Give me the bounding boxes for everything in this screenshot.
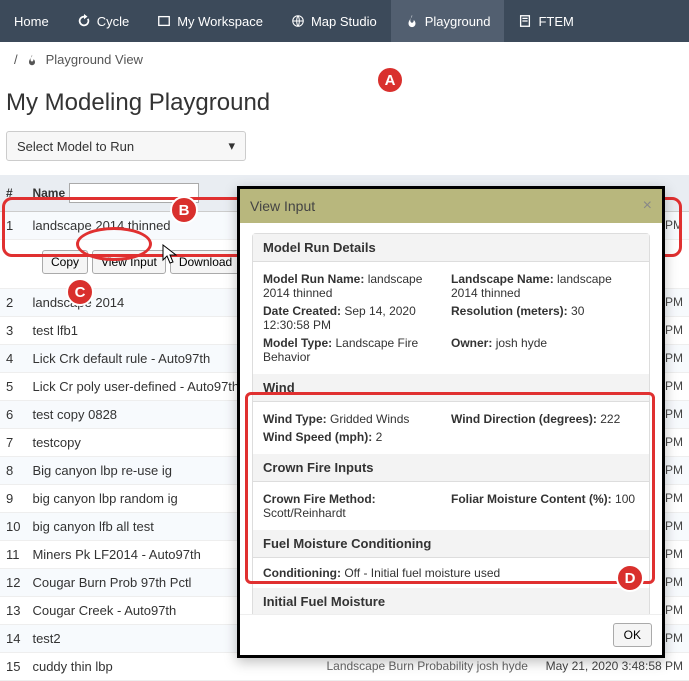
val: josh hyde [496, 336, 547, 350]
panel-details: Model Run Details Model Run Name: landsc… [252, 233, 650, 614]
modal-body: Model Run Details Model Run Name: landsc… [240, 223, 662, 614]
lbl: Wind Direction (degrees): [451, 412, 597, 426]
panel-conditioning-heading: Fuel Moisture Conditioning [253, 530, 649, 558]
globe-icon [291, 14, 305, 28]
row-time: PM [665, 323, 683, 337]
close-icon[interactable]: × [643, 197, 652, 215]
val: 2 [376, 430, 383, 444]
view-input-button[interactable]: View Input [92, 250, 166, 274]
lbl: Wind Type: [263, 412, 327, 426]
copy-button[interactable]: Copy [42, 250, 88, 274]
nav-label: Home [14, 14, 49, 29]
row-time: PM [665, 603, 683, 617]
row-num: 7 [0, 429, 26, 457]
lbl: Owner: [451, 336, 492, 350]
workspace-icon [157, 14, 171, 28]
val: 222 [600, 412, 620, 426]
lbl: Landscape Name: [451, 272, 554, 286]
lbl: Model Run Name: [263, 272, 364, 286]
modal-header: View Input × [240, 189, 662, 223]
modal-footer: OK [240, 614, 662, 655]
row-num: 10 [0, 513, 26, 541]
lbl: Resolution (meters): [451, 304, 568, 318]
panel-crown-heading: Crown Fire Inputs [253, 454, 649, 482]
val: Off - Initial fuel moisture used [344, 566, 500, 580]
val: 30 [571, 304, 584, 318]
nav-workspace[interactable]: My Workspace [143, 0, 277, 42]
lbl: Model Type: [263, 336, 332, 350]
nav-home[interactable]: Home [0, 0, 63, 42]
nav-label: FTEM [538, 14, 573, 29]
row-num: 13 [0, 597, 26, 625]
row-time: PM [665, 491, 683, 505]
lbl: Crown Fire Method: [263, 492, 376, 506]
row-num: 5 [0, 373, 26, 401]
row-time: PM [665, 631, 683, 645]
flame-icon [405, 14, 419, 28]
cycle-icon [77, 14, 91, 28]
flame-icon [26, 54, 38, 66]
row-time: PM [665, 379, 683, 393]
modal-title: View Input [250, 198, 315, 214]
lbl: Date Created: [263, 304, 341, 318]
row-num: 14 [0, 625, 26, 653]
ok-button[interactable]: OK [613, 623, 652, 647]
nav-cycle[interactable]: Cycle [63, 0, 144, 42]
download-button[interactable]: Download [170, 250, 241, 274]
row-time: PM [665, 351, 683, 365]
nav-ftem[interactable]: FTEM [504, 0, 587, 42]
col-num: # [0, 175, 26, 212]
lbl: Foliar Moisture Content (%): [451, 492, 612, 506]
row-num: 2 [0, 289, 26, 317]
lbl: Wind Speed (mph): [263, 430, 372, 444]
row-num: 1 [0, 212, 26, 240]
breadcrumb-sep: / [14, 52, 18, 67]
row-time: PM [665, 519, 683, 533]
val: Scott/Reinhardt [263, 506, 346, 520]
page-title: My Modeling Playground [0, 77, 689, 131]
panel-details-heading: Model Run Details [253, 234, 649, 262]
callout-d: D [616, 564, 644, 592]
lbl: Conditioning: [263, 566, 341, 580]
nav-label: Playground [425, 14, 491, 29]
callout-b: B [170, 196, 198, 224]
row-num: 15 [0, 653, 26, 681]
panel-wind-heading: Wind [253, 374, 649, 402]
callout-c: C [66, 278, 94, 306]
breadcrumb: / Playground View [0, 42, 689, 77]
nav-label: Cycle [97, 14, 130, 29]
panel-fuelmoist-heading: Initial Fuel Moisture [253, 588, 649, 614]
doc-icon [518, 14, 532, 28]
nav-playground[interactable]: Playground [391, 0, 505, 42]
breadcrumb-label: Playground View [46, 52, 143, 67]
select-model-dropdown[interactable]: Select Model to Run ▾ [6, 131, 246, 161]
nav-label: Map Studio [311, 14, 377, 29]
row-time: PM [665, 407, 683, 421]
val: Gridded Winds [330, 412, 409, 426]
row-time: PM [665, 575, 683, 589]
select-model-label: Select Model to Run [17, 139, 134, 154]
row-time: PM [665, 547, 683, 561]
row-num: 9 [0, 485, 26, 513]
row-time: PM [665, 463, 683, 477]
navbar: Home Cycle My Workspace Map Studio Playg… [0, 0, 689, 42]
nav-mapstudio[interactable]: Map Studio [277, 0, 391, 42]
row-num: 3 [0, 317, 26, 345]
view-input-modal: View Input × Model Run Details Model Run… [237, 186, 665, 658]
col-name-label: Name [32, 186, 65, 200]
nav-label: My Workspace [177, 14, 263, 29]
row-num: 8 [0, 457, 26, 485]
callout-a: A [376, 66, 404, 94]
row-num: 6 [0, 401, 26, 429]
val: 100 [615, 492, 635, 506]
row-num: 12 [0, 569, 26, 597]
row-time: PM [665, 435, 683, 449]
row-num: 11 [0, 541, 26, 569]
chevron-down-icon: ▾ [228, 138, 235, 154]
row-num: 4 [0, 345, 26, 373]
